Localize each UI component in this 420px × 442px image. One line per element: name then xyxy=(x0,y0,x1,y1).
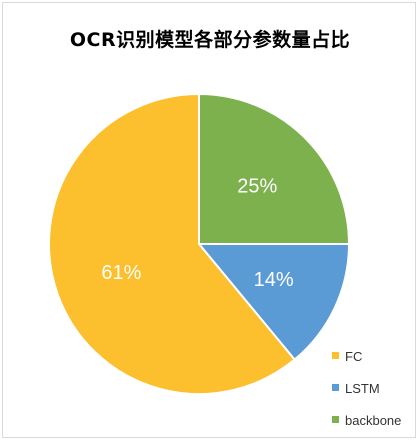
legend-label-backbone: backbone xyxy=(345,413,401,428)
legend-swatch-lstm xyxy=(332,384,339,391)
slice-label-fc: 61% xyxy=(101,262,141,284)
legend: FC LSTM backbone xyxy=(332,349,401,428)
chart-title: OCR识别模型各部分参数量占比 xyxy=(69,29,351,51)
legend-swatch-fc xyxy=(332,352,339,359)
legend-swatch-backbone xyxy=(332,416,339,423)
pie-slice-backbone xyxy=(198,92,351,245)
pie-slice-fc xyxy=(48,92,297,395)
slice-label-lstm: 14% xyxy=(254,269,294,291)
slice-labels: 25% 14% 61% xyxy=(101,176,293,291)
slice-label-backbone: 25% xyxy=(237,176,277,198)
pie-slices xyxy=(48,92,351,395)
pie-slice-lstm xyxy=(196,243,351,361)
legend-label-lstm: LSTM xyxy=(345,381,380,396)
legend-label-fc: FC xyxy=(345,349,362,364)
